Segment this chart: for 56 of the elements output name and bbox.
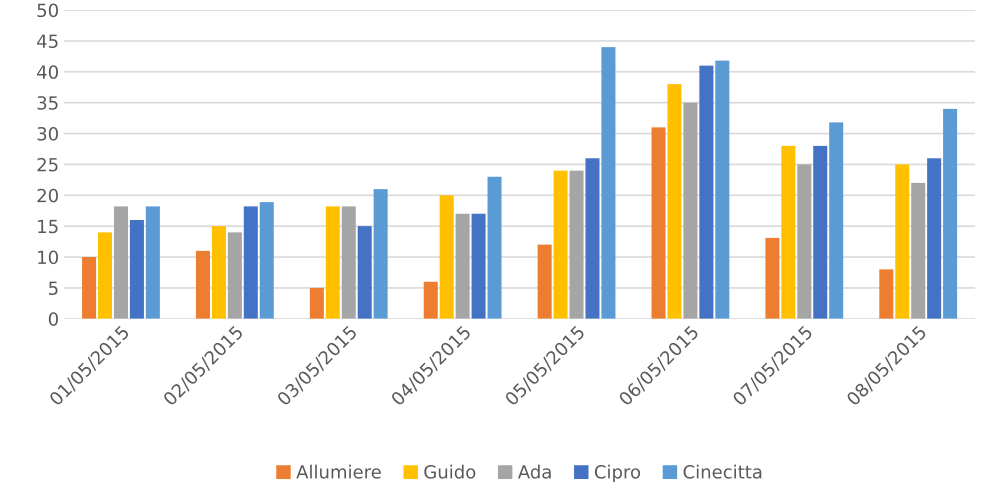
bar: [652, 127, 666, 319]
y-tick-label: 45: [37, 34, 58, 48]
bar: [538, 244, 552, 319]
legend-label: Ada: [518, 464, 551, 479]
bar: [879, 269, 894, 319]
bar: [699, 66, 714, 319]
bar: [82, 257, 96, 319]
y-tick-label: 30: [38, 126, 58, 141]
y-tick-label: 35: [38, 96, 58, 110]
y-tick-label: 15: [38, 220, 58, 234]
bar: [342, 206, 356, 319]
bar: [765, 238, 780, 319]
bar: [146, 206, 160, 319]
legend-label: Allumiere: [296, 464, 381, 479]
bar: [488, 176, 502, 319]
y-tick-label: 25: [38, 158, 58, 172]
y-tick-label: 10: [38, 250, 58, 264]
bar: [911, 182, 926, 319]
bar: [797, 164, 812, 319]
bar: [943, 108, 958, 319]
bar: [781, 146, 796, 319]
bar: [130, 220, 144, 319]
bar: [472, 214, 486, 319]
bar: [326, 206, 340, 319]
bar: [244, 206, 258, 319]
bar: [554, 170, 568, 319]
bar: [440, 195, 454, 319]
bar: [310, 288, 324, 319]
bar: [683, 102, 698, 319]
legend-label: Cinecitta: [684, 464, 762, 479]
bar: [667, 84, 682, 319]
bar: [829, 122, 844, 319]
bar: [374, 189, 388, 319]
y-tick-label: 5: [49, 282, 58, 296]
bar: [895, 164, 910, 319]
bar: [228, 232, 242, 319]
bar: [927, 158, 942, 319]
y-tick-label: 20: [38, 188, 58, 202]
y-tick-label: 0: [48, 312, 58, 326]
legend-label: Guido: [424, 464, 476, 479]
y-tick-label: 40: [37, 65, 58, 79]
bar: [358, 226, 372, 319]
legend-label: Cipro: [594, 464, 640, 482]
bar: [585, 158, 600, 319]
bar: [98, 232, 112, 319]
bar: [114, 206, 128, 319]
bar: [715, 60, 730, 319]
bar: [212, 226, 226, 319]
bar: [813, 146, 828, 319]
bar: [196, 250, 210, 319]
bar: [456, 214, 470, 319]
bar: [570, 170, 584, 319]
bar: [260, 202, 274, 319]
bar: [424, 282, 438, 319]
y-tick-label: 50: [38, 4, 58, 18]
bar: [601, 47, 616, 319]
